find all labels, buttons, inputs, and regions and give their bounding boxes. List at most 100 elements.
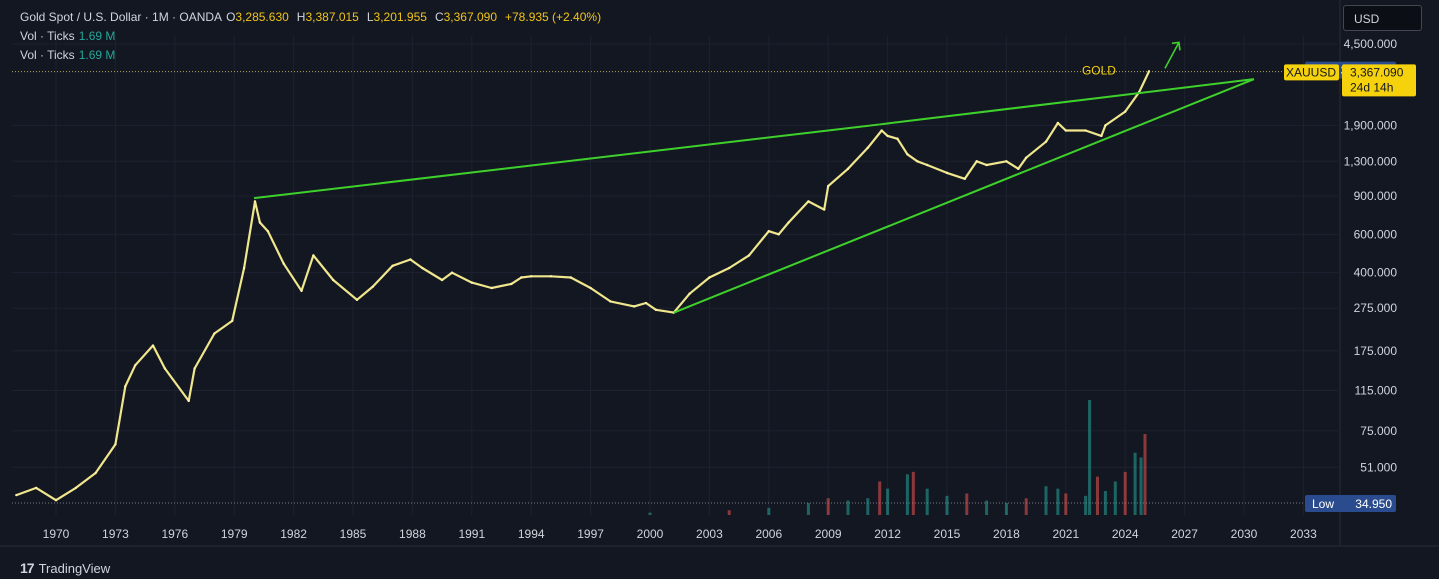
price-tick-label: 115.000 (1355, 383, 1398, 397)
price-point (300, 289, 303, 293)
volume-bar (1024, 498, 1028, 515)
price-point (1005, 160, 1008, 163)
price-point (1100, 134, 1103, 138)
price-point (124, 385, 127, 388)
price-point (747, 254, 751, 257)
volume-bar (866, 498, 870, 515)
price-point (470, 281, 473, 284)
chart-legend: Gold Spot / U.S. Dollar · 1M · OANDA O3,… (20, 8, 601, 65)
volume-bars (648, 400, 1147, 515)
price-point (654, 308, 658, 312)
price-axis[interactable]: 4,500.000 1,900.000 1,300.000 900.000 600.00… (1344, 37, 1398, 474)
open-label: O (226, 10, 236, 24)
price-point (589, 286, 592, 290)
time-tick-label: 1994 (518, 527, 545, 541)
volume-bar (1095, 476, 1099, 515)
time-tick-label: 1976 (161, 527, 188, 541)
time-tick-label: 2024 (1112, 527, 1139, 541)
volume-value: 1.69 M (78, 48, 116, 62)
open-value: 3,285.630 (235, 10, 289, 24)
price-point (520, 276, 523, 279)
price-point (421, 266, 424, 270)
price-point (1025, 156, 1028, 159)
volume-bar (905, 474, 909, 515)
price-point (371, 285, 374, 288)
price-point (15, 493, 18, 497)
price-point (708, 276, 711, 279)
volume-bar (965, 493, 969, 515)
low-value: 3,201.955 (373, 10, 427, 24)
price-point (985, 163, 988, 167)
price-point (440, 278, 444, 282)
price-series (15, 70, 1151, 502)
legend-symbol[interactable]: Gold Spot / U.S. Dollar · 1M · OANDA (20, 10, 223, 24)
price-point (355, 298, 359, 302)
volume-bar (985, 500, 989, 515)
time-tick-label: 2030 (1231, 527, 1258, 541)
price-badge-bg (1342, 64, 1416, 97)
price-point (266, 230, 270, 233)
price-tick-label: 51.000 (1360, 460, 1397, 474)
low-badge-label: Low (1312, 497, 1334, 511)
volume-bar (1064, 493, 1068, 515)
time-tick-label: 1982 (280, 527, 307, 541)
legend-volume-row[interactable]: Vol · Ticks 1.69 M (20, 46, 601, 65)
price-tick-label: 175.000 (1354, 344, 1398, 358)
volume-bar (826, 498, 830, 515)
tradingview-logo-icon: 17 (20, 560, 35, 576)
price-tick-label: 600.000 (1354, 227, 1398, 241)
price-point (151, 344, 155, 347)
time-tick-label: 2027 (1171, 527, 1198, 541)
gold-price-line (16, 70, 1150, 502)
price-point (94, 471, 97, 475)
price-point (114, 443, 117, 446)
price-point (1017, 167, 1020, 171)
time-tick-label: 1985 (340, 527, 367, 541)
footer-brand[interactable]: 17 TradingView (20, 560, 110, 576)
price-point (134, 364, 137, 367)
volume-bar (846, 500, 850, 515)
time-tick-label: 2018 (993, 527, 1020, 541)
gold-annotation: GOLD (1082, 63, 1116, 77)
high-label: H (296, 10, 306, 24)
price-point (777, 233, 780, 236)
time-tick-label: 2033 (1290, 527, 1317, 541)
price-point (609, 300, 612, 303)
time-tick-label: 1973 (102, 527, 129, 541)
price-point (963, 177, 967, 181)
time-tick-label: 2021 (1052, 527, 1079, 541)
price-point (258, 221, 262, 224)
time-axis[interactable]: 1970 1973 1976 1979 1982 1985 1988 1991 1994 1997… (43, 527, 1317, 541)
price-point (213, 332, 216, 335)
up-arrow-head-icon (1171, 41, 1181, 51)
volume-value: 1.69 M (78, 29, 116, 43)
price-point (193, 367, 196, 370)
legend-volume-row[interactable]: Vol · Ticks 1.69 M (20, 27, 601, 46)
volume-bar (1143, 434, 1147, 515)
close-label: C (434, 10, 444, 24)
price-point (35, 486, 38, 490)
price-badge-value: 3,367.090 (1350, 65, 1404, 79)
price-tick-label: 1,300.000 (1344, 154, 1398, 168)
price-tick-label: 275.000 (1354, 301, 1398, 315)
price-point (644, 301, 648, 305)
volume-bar (886, 488, 890, 515)
price-point (54, 499, 58, 502)
price-point (688, 292, 691, 295)
price-point (1104, 124, 1107, 127)
price-tick-label: 4,500.000 (1344, 37, 1398, 51)
trendlines: GOLD (253, 41, 1255, 314)
legend-ohlc-row: Gold Spot / U.S. Dollar · 1M · OANDA O3,… (20, 8, 601, 27)
grid (0, 0, 1439, 547)
price-point (332, 278, 335, 282)
price-point (409, 258, 412, 261)
volume-bar (1056, 488, 1060, 515)
price-point (880, 129, 883, 132)
volume-bar (911, 471, 915, 515)
up-arrow-icon (1164, 41, 1180, 69)
price-point (549, 275, 553, 278)
ohlc-values: O3,285.630 H3,387.015 L3,201.955 C3,367.… (226, 8, 601, 27)
currency-button[interactable]: USD (1343, 5, 1422, 31)
price-point (728, 266, 731, 270)
